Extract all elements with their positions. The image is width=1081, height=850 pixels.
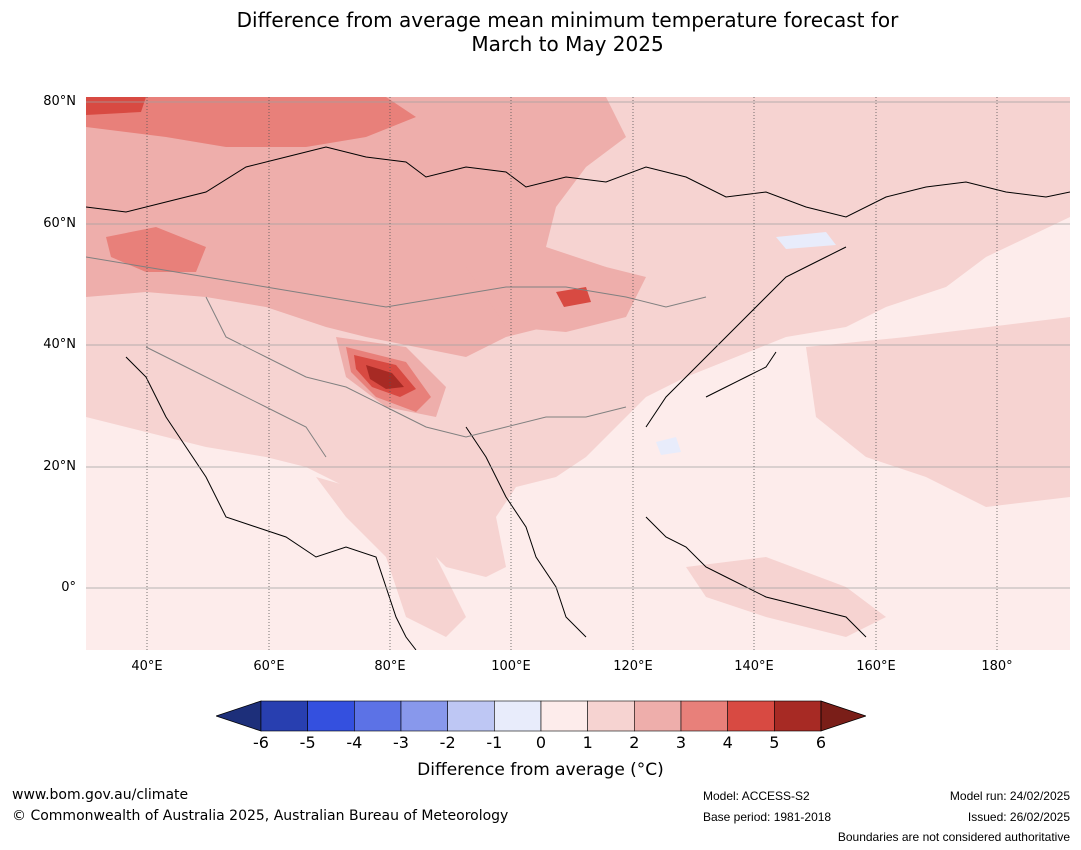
colorbar-tick-label: 6 [815, 733, 827, 752]
lat-label-40n: 40°N [43, 337, 76, 352]
colorbar-segment [727, 700, 775, 732]
colorbar-extend-high [820, 700, 866, 732]
forecast-map [86, 97, 1070, 650]
model-text: Model: ACCESS-S2 [703, 789, 810, 803]
colorbar-segment [494, 700, 542, 732]
colorbar-tick-label: 1 [582, 733, 593, 752]
boundaries-disclaimer: Boundaries are not considered authoritat… [837, 830, 1070, 844]
colorbar-label: Difference from average (°C) [417, 760, 664, 780]
colorbar-tick-label: -2 [439, 733, 456, 752]
lon-label-100e: 100°E [491, 659, 531, 674]
colorbar-segment [634, 700, 682, 732]
lat-label-60n: 60°N [43, 216, 76, 231]
colorbar-tick-label: -1 [486, 733, 503, 752]
map-canvas [86, 97, 1070, 650]
colorbar-tick-label: -3 [393, 733, 409, 752]
lon-label-120e: 120°E [613, 659, 653, 674]
colorbar-segment [540, 700, 588, 732]
colorbar-segment [354, 700, 402, 732]
title-line-1: Difference from average mean minimum tem… [236, 8, 899, 32]
anomaly-4-5-arctic [86, 97, 146, 115]
anomaly-neg-pacific [656, 437, 681, 455]
lat-label-0: 0° [61, 580, 76, 595]
website-link[interactable]: www.bom.gov.au/climate [12, 787, 189, 803]
colorbar-tick-label: -6 [253, 733, 269, 752]
colorbar-segment [400, 700, 448, 732]
colorbar-tick-label: 2 [629, 733, 640, 752]
colorbar-tick-label: 3 [675, 733, 687, 752]
title-line-2: March to May 2025 [471, 32, 664, 56]
model-run-text: Model run: 24/02/2025 [949, 789, 1070, 803]
colorbar [216, 700, 866, 732]
colorbar-segment [774, 700, 822, 732]
colorbar-segment [680, 700, 728, 732]
anomaly-3-4-westsiberia [106, 227, 206, 272]
lat-label-20n: 20°N [43, 459, 76, 474]
lon-label-180: 180° [981, 659, 1013, 674]
anomaly-neg-kamchatka [776, 232, 836, 249]
colorbar-tick-label: -4 [346, 733, 363, 752]
anomaly-4-5-mongolia [556, 287, 591, 307]
lon-label-160e: 160°E [856, 659, 896, 674]
lon-label-40e: 40°E [131, 659, 163, 674]
copyright-text: © Commonwealth of Australia 2025, Austra… [12, 808, 509, 824]
colorbar-tick-label: 4 [722, 733, 733, 752]
latitude-gridlines [86, 101, 1070, 589]
colorbar-segment [447, 700, 495, 732]
anomaly-1-2-india [316, 477, 466, 637]
longitude-gridlines [146, 97, 998, 650]
colorbar-segment [587, 700, 635, 732]
colorbar-tick-label: 5 [769, 733, 780, 752]
anomaly-3-4-arctic [86, 97, 416, 147]
anomaly-1-2-maritime [686, 557, 886, 637]
lon-label-80e: 80°E [374, 659, 406, 674]
lon-label-60e: 60°E [253, 659, 285, 674]
base-period-text: Base period: 1981-2018 [703, 810, 832, 824]
anomaly-1-2-pacific [806, 317, 1070, 507]
issued-text: Issued: 26/02/2025 [967, 810, 1070, 824]
colorbar-tick-label: 0 [535, 733, 547, 752]
colorbar-segment [260, 700, 308, 732]
anomaly-5-6-hotspot [366, 365, 404, 389]
lon-label-140e: 140°E [734, 659, 774, 674]
colorbar-tick-label: -5 [299, 733, 316, 752]
lat-label-80n: 80°N [43, 94, 76, 109]
colorbar-extend-low [216, 700, 262, 732]
coastlines [86, 146, 1070, 650]
map-title: Difference from average mean minimum tem… [0, 8, 1081, 56]
colorbar-segment [307, 700, 355, 732]
